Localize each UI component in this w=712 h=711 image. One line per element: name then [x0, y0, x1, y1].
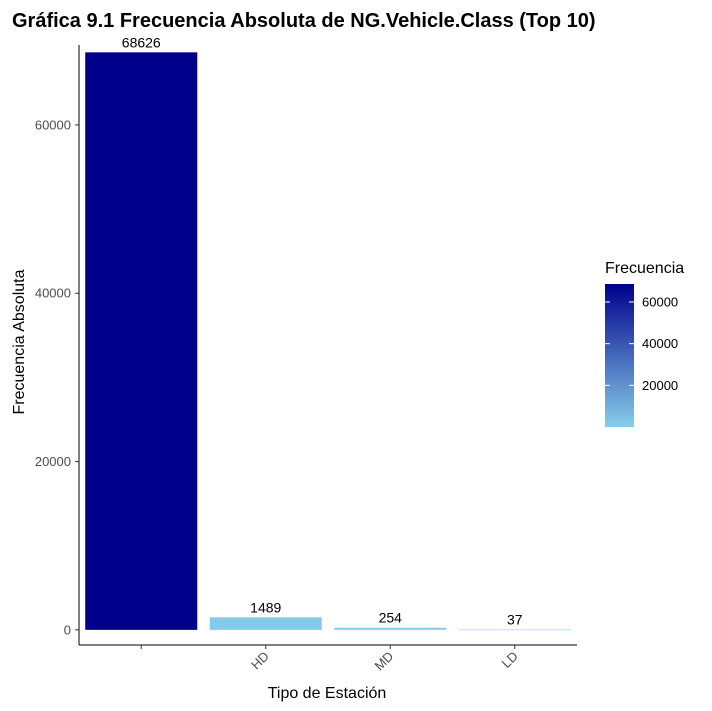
y-tick-label: 40000 — [35, 286, 71, 301]
bar — [334, 627, 447, 630]
data-label: 1489 — [250, 599, 281, 615]
y-tick-label: 20000 — [35, 454, 71, 469]
y-tick-label: 0 — [64, 622, 71, 637]
data-label: 68626 — [122, 34, 161, 50]
legend: Frecuencia 20000 40000 60000 — [605, 260, 684, 427]
legend-colorbar — [605, 284, 634, 427]
legend-tick-label: 20000 — [642, 378, 678, 393]
bar — [85, 52, 198, 630]
legend-tick-label: 40000 — [642, 336, 678, 351]
data-label: 254 — [379, 610, 403, 626]
x-tick-label: MD — [371, 649, 396, 674]
data-label: 37 — [507, 612, 523, 628]
chart-title: Gráfica 9.1 Frecuencia Absoluta de NG.Ve… — [12, 10, 596, 32]
bar — [458, 629, 571, 631]
plot-area: 68626 1489 254 37 0 20000 40000 60000 HD MD LD — [35, 34, 577, 673]
y-tick-label: 60000 — [35, 117, 71, 132]
x-tick-label: LD — [499, 649, 521, 671]
bar — [209, 617, 322, 630]
legend-title: Frecuencia — [605, 260, 684, 277]
x-tick-label: HD — [248, 649, 272, 673]
y-axis-title: Frecuencia Absoluta — [11, 269, 28, 414]
legend-tick-label: 60000 — [642, 294, 678, 309]
x-axis-title: Tipo de Estación — [268, 685, 387, 702]
